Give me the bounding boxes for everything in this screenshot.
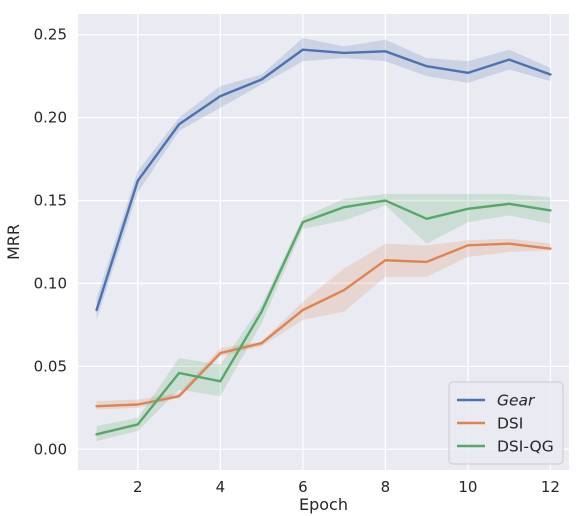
y-tick-label: 0.15 <box>34 192 67 210</box>
y-tick-label: 0.05 <box>34 357 67 375</box>
x-tick-label: 2 <box>133 478 143 496</box>
x-tick-label: 10 <box>458 478 477 496</box>
grid-lines <box>78 14 569 470</box>
series-lines <box>95 48 552 436</box>
x-tick-label: 6 <box>298 478 308 496</box>
dsi-confidence-band <box>96 238 551 410</box>
legend-label-dsi: DSI <box>497 415 523 433</box>
y-tick-label: 0.10 <box>34 274 67 292</box>
legend-box <box>448 381 564 465</box>
x-tick-label: 8 <box>381 478 391 496</box>
legend: Gear DSI DSI-QG <box>448 381 564 465</box>
y-axis-label: MRR <box>4 224 23 260</box>
dsi-qg-line <box>95 199 552 436</box>
legend-label-dsi-qg: DSI-QG <box>497 438 554 456</box>
x-tick-label: 12 <box>541 478 560 496</box>
x-axis-label: Epoch <box>299 495 348 514</box>
legend-label-gear: Gear <box>497 392 536 410</box>
x-tick-labels: 2 4 6 8 10 12 <box>133 478 560 496</box>
y-tick-label: 0.25 <box>34 26 67 44</box>
y-tick-label: 0.00 <box>34 440 67 458</box>
dsi-line <box>95 242 552 408</box>
y-tick-label: 0.20 <box>34 109 67 127</box>
gear-confidence-band <box>96 38 551 320</box>
x-tick-label: 4 <box>216 478 226 496</box>
y-tick-labels: 0.00 0.05 0.10 0.15 0.20 0.25 <box>34 26 67 459</box>
gear-line <box>95 48 552 312</box>
